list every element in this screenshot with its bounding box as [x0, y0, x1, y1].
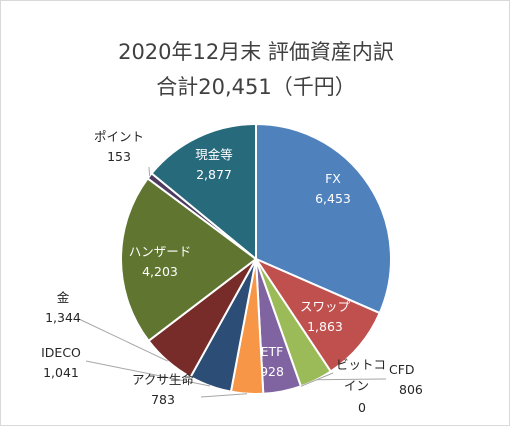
slice-5-name-label: ETF: [261, 344, 284, 359]
slice-11-value-label: 2,877: [196, 167, 232, 182]
slice-3-name-label: CFD: [389, 362, 415, 377]
slice-10-name-label: ポイント: [94, 129, 144, 144]
slice-8-value-label: 1,344: [45, 310, 81, 325]
slice-8-name-label: 金: [57, 290, 70, 305]
slice-7-value-label: 1,041: [43, 365, 79, 380]
slice-4-value-label: 0: [358, 400, 366, 415]
slice-10-leader-line: [148, 166, 151, 176]
slice-8-leader-line: [78, 318, 168, 362]
slice-9-name-label: ハンザード: [129, 244, 192, 259]
slice-1-name-label: FX: [325, 171, 341, 186]
slice-4-name-label-cont: イン: [344, 378, 369, 393]
slice-1-value-label: 6,453: [315, 191, 351, 206]
slice-6-name-label: アクサ生命: [132, 372, 194, 387]
leader-lines: [78, 166, 387, 398]
slice-6-leader-line: [200, 393, 248, 398]
slice-4-name-label: ビットコ: [336, 357, 386, 372]
pie-slices: [120, 122, 392, 395]
slice-6-value-label: 783: [151, 392, 175, 407]
chart-subtitle: 合計20,451（千円）: [156, 75, 355, 99]
slice-9-wedge: [120, 176, 258, 343]
slice-1-wedge: [255, 122, 392, 315]
slice-2-name-label: スワップ: [300, 299, 351, 314]
slice-11-name-label: 現金等: [195, 147, 233, 162]
slice-5-value-label: 928: [260, 364, 284, 379]
slice-11-wedge: [150, 122, 257, 262]
slice-10-value-label: 153: [107, 149, 131, 164]
slice-9-value-label: 4,203: [142, 264, 178, 279]
slice-3-value-label: 806: [399, 382, 423, 397]
slice-7-name-label: IDECO: [41, 345, 81, 360]
slice-2-value-label: 1,863: [307, 319, 343, 334]
slice-3-leader-line: [316, 378, 387, 381]
chart-title: 2020年12月末 評価資産内訳: [118, 40, 394, 64]
slice-7-leader-line: [85, 360, 211, 387]
slice-4-leader-line: [300, 372, 334, 387]
